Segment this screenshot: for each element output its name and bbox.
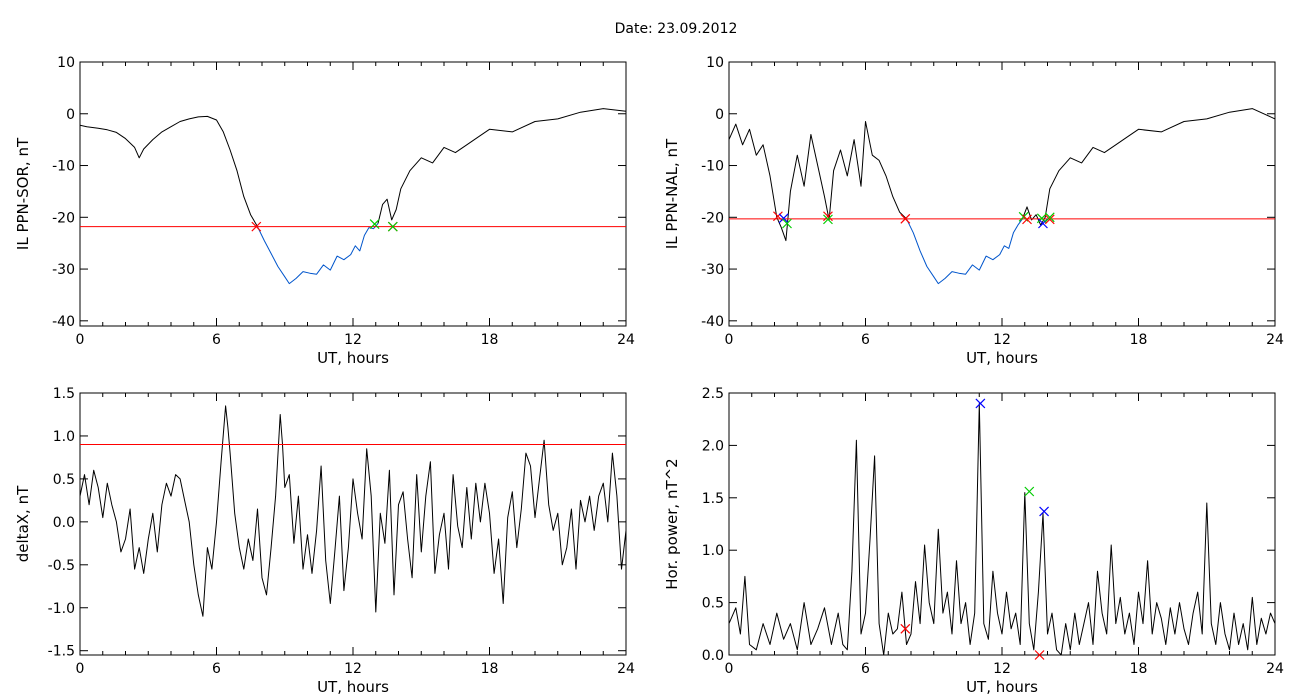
plot-area bbox=[80, 405, 626, 617]
y-tick-label: 1.5 bbox=[53, 386, 75, 402]
y-tick-label: 1.0 bbox=[702, 543, 724, 559]
y-tick-label: -30 bbox=[701, 262, 724, 278]
x-tick-label: 12 bbox=[344, 661, 362, 677]
plot-area bbox=[729, 108, 1275, 285]
y-tick-label: 2.0 bbox=[702, 438, 724, 454]
x-axis-label: UT, hours bbox=[317, 349, 389, 367]
event-marker bbox=[975, 398, 986, 409]
series-line-0 bbox=[80, 405, 626, 617]
y-tick-label: -40 bbox=[701, 314, 724, 330]
event-marker bbox=[823, 211, 833, 222]
series-line-0 bbox=[80, 115, 258, 227]
plot-area bbox=[729, 403, 1275, 655]
y-tick-label: -40 bbox=[52, 314, 75, 330]
panel-hor-power: 0 6 12 18 24 2.5 2.0 1.5 1.0 0.5 0.0 UT, hours Hor. … bbox=[663, 386, 1284, 696]
series-line-2 bbox=[1022, 108, 1275, 226]
y-tick-label: -10 bbox=[52, 159, 75, 175]
y-tick-label: 0.5 bbox=[702, 596, 724, 612]
x-tick-label: 0 bbox=[725, 332, 734, 348]
y-axis-label: IL PPN-SOR, nT bbox=[14, 137, 32, 250]
event-marker bbox=[823, 214, 833, 225]
y-tick-label: 1.5 bbox=[702, 491, 724, 507]
x-tick-label: 24 bbox=[1266, 332, 1284, 348]
x-tick-label: 18 bbox=[1130, 661, 1148, 677]
y-axis-label: deltaX, nT bbox=[14, 485, 32, 562]
x-axis-label: UT, hours bbox=[966, 678, 1038, 696]
x-tick-label: 24 bbox=[617, 661, 635, 677]
y-tick-label: 10 bbox=[706, 55, 724, 71]
y-tick-label: 2.5 bbox=[702, 386, 724, 402]
plot-frame bbox=[79, 61, 627, 327]
y-tick-label: -1.0 bbox=[48, 601, 75, 617]
y-tick-label: -0.5 bbox=[48, 558, 75, 574]
figure-title: Date: 23.09.2012 bbox=[615, 21, 738, 37]
event-marker bbox=[387, 221, 398, 232]
event-marker bbox=[778, 213, 789, 224]
y-tick-label: -20 bbox=[52, 210, 75, 226]
panel-ppn-nal: 0 6 12 18 24 10 0 -10 -20 -30 -40 UT, hours IL PPN-N… bbox=[663, 55, 1284, 367]
series-line-0 bbox=[729, 403, 1275, 655]
x-tick-label: 6 bbox=[212, 661, 221, 677]
y-tick-label: 10 bbox=[57, 55, 75, 71]
event-marker bbox=[1034, 650, 1045, 660]
x-axis-label: UT, hours bbox=[966, 349, 1038, 367]
series-line-1 bbox=[257, 223, 379, 285]
event-marker bbox=[1044, 214, 1055, 225]
x-tick-label: 12 bbox=[993, 332, 1011, 348]
plot-frame bbox=[79, 392, 627, 656]
x-tick-label: 12 bbox=[993, 661, 1011, 677]
event-marker bbox=[900, 623, 911, 634]
y-tick-label: 1.0 bbox=[53, 429, 75, 445]
series-line-2 bbox=[377, 108, 626, 224]
plot-frame bbox=[728, 61, 1276, 327]
x-tick-label: 0 bbox=[76, 661, 85, 677]
event-marker bbox=[772, 211, 783, 222]
x-tick-label: 24 bbox=[617, 332, 635, 348]
y-tick-label: -1.5 bbox=[48, 644, 75, 660]
y-tick-label: 0.0 bbox=[702, 648, 724, 664]
event-marker bbox=[369, 219, 380, 229]
event-marker bbox=[1044, 212, 1055, 223]
y-tick-label: 0 bbox=[66, 107, 75, 123]
y-axis-label: Hor. power, nT^2 bbox=[663, 458, 681, 589]
y-tick-label: -30 bbox=[52, 262, 75, 278]
event-marker bbox=[900, 213, 911, 224]
panel-deltax: 0 6 12 18 24 1.5 1.0 0.5 0.0 -0.5 -1.0 -1.5 UT, hour… bbox=[14, 386, 635, 696]
panel-ppn-sor: 0 6 12 18 24 10 0 -10 -20 -30 -40 UT, hours IL PPN-S… bbox=[14, 55, 635, 367]
x-tick-label: 18 bbox=[481, 332, 499, 348]
x-tick-label: 6 bbox=[861, 661, 870, 677]
event-marker bbox=[251, 221, 262, 232]
y-tick-label: 0.0 bbox=[53, 515, 75, 531]
event-marker bbox=[782, 218, 792, 229]
x-tick-label: 24 bbox=[1266, 661, 1284, 677]
x-tick-label: 0 bbox=[725, 661, 734, 677]
x-tick-label: 18 bbox=[1130, 332, 1148, 348]
series-line-0 bbox=[729, 121, 907, 242]
plot-area bbox=[80, 108, 626, 285]
y-tick-label: 0.5 bbox=[53, 472, 75, 488]
event-marker bbox=[1024, 486, 1035, 497]
x-axis-label: UT, hours bbox=[317, 678, 389, 696]
x-tick-label: 0 bbox=[76, 332, 85, 348]
x-tick-label: 18 bbox=[481, 661, 499, 677]
x-tick-label: 6 bbox=[861, 332, 870, 348]
series-line-1 bbox=[906, 218, 1023, 285]
y-tick-label: 0 bbox=[715, 107, 724, 123]
x-tick-label: 6 bbox=[212, 332, 221, 348]
y-tick-label: -20 bbox=[701, 210, 724, 226]
y-tick-label: -10 bbox=[701, 159, 724, 175]
event-marker bbox=[1039, 506, 1050, 517]
x-tick-label: 12 bbox=[344, 332, 362, 348]
event-marker bbox=[1022, 214, 1032, 225]
y-axis-label: IL PPN-NAL, nT bbox=[663, 138, 681, 249]
